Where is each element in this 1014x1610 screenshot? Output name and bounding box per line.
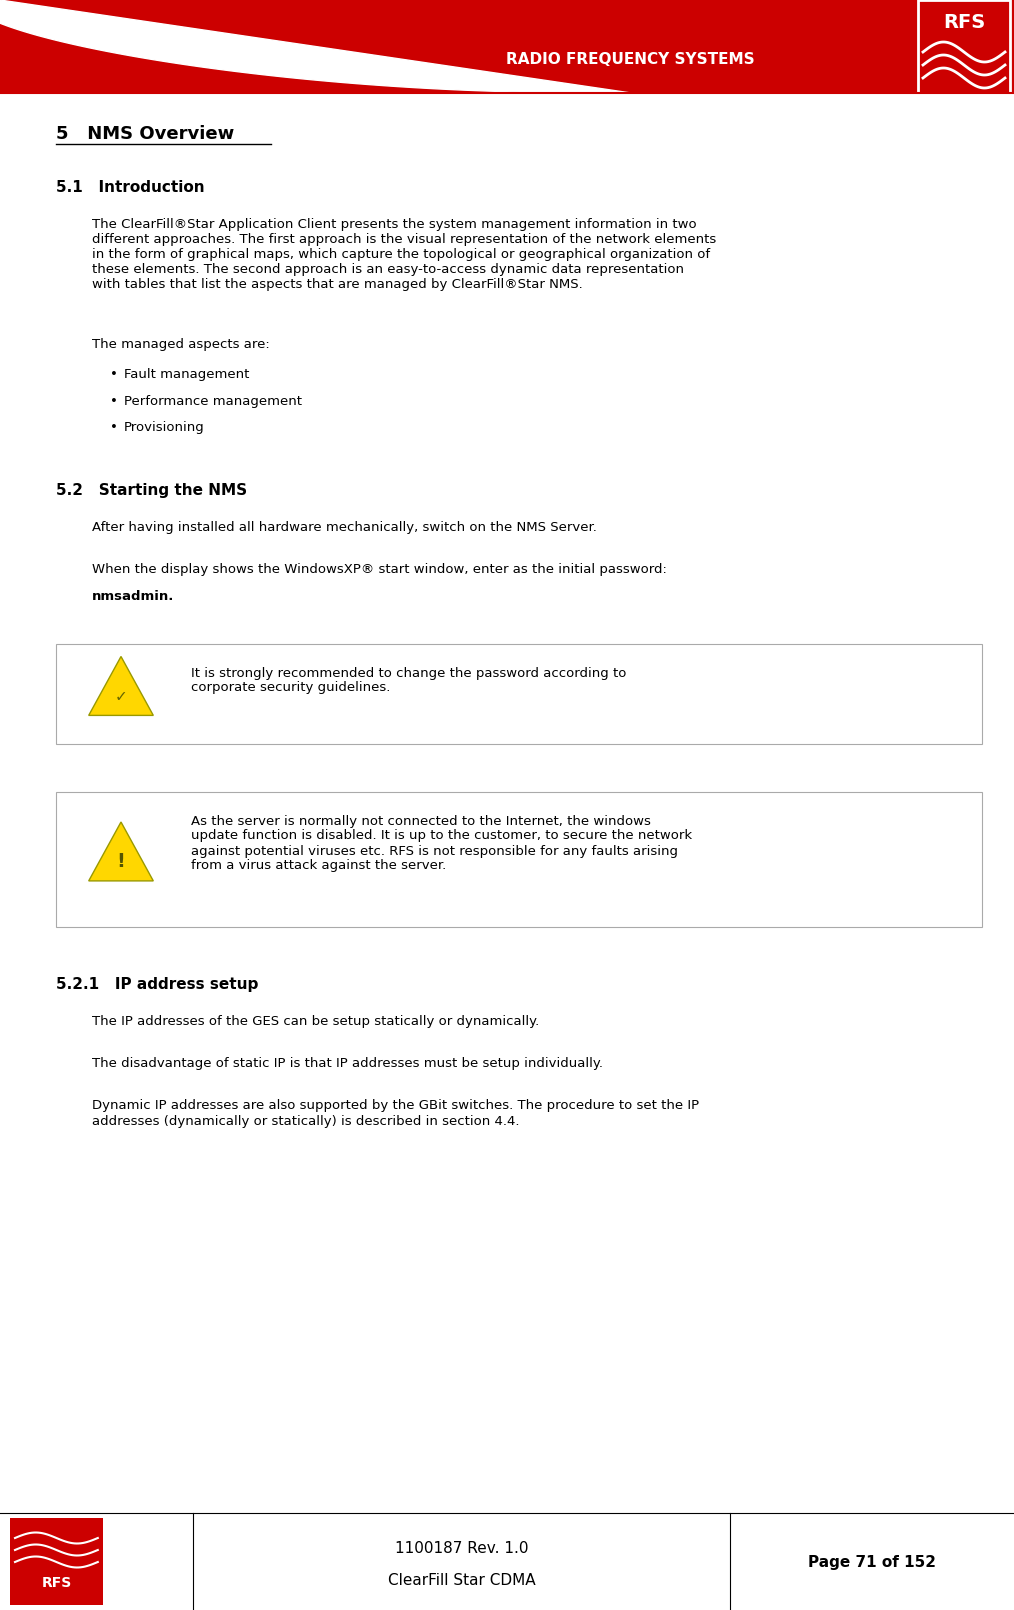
Text: 5.1   Introduction: 5.1 Introduction [56,180,205,195]
Text: Fault management: Fault management [124,369,249,382]
Text: nmsadmin.: nmsadmin. [92,589,174,602]
Polygon shape [0,0,630,93]
Text: ClearFill Star CDMA: ClearFill Star CDMA [387,1573,535,1587]
Text: Dynamic IP addresses are also supported by the GBit switches. The procedure to s: Dynamic IP addresses are also supported … [92,1100,699,1127]
Text: RFS: RFS [943,13,986,32]
Text: The ClearFill®Star Application Client presents the system management information: The ClearFill®Star Application Client pr… [92,217,716,291]
Text: 1100187 Rev. 1.0: 1100187 Rev. 1.0 [394,1541,528,1555]
Bar [56,792,982,927]
Text: RFS: RFS [42,1576,72,1591]
Text: As the server is normally not connected to the Internet, the windows
update func: As the server is normally not connected … [191,815,693,873]
Text: •: • [110,369,118,382]
Text: 5.2   Starting the NMS: 5.2 Starting the NMS [56,483,247,497]
Bar [10,1518,102,1605]
Text: •: • [110,394,118,407]
Bar [918,0,1010,93]
Text: 5   NMS Overview: 5 NMS Overview [56,126,234,143]
Text: The managed aspects are:: The managed aspects are: [92,338,270,351]
Polygon shape [88,823,153,881]
Text: •: • [110,420,118,435]
Text: After having installed all hardware mechanically, switch on the NMS Server.: After having installed all hardware mech… [92,520,597,533]
Text: The IP addresses of the GES can be setup statically or dynamically.: The IP addresses of the GES can be setup… [92,1016,539,1029]
Text: Page 71 of 152: Page 71 of 152 [808,1555,936,1570]
Text: RADIO FREQUENCY SYSTEMS: RADIO FREQUENCY SYSTEMS [506,53,754,68]
Polygon shape [88,657,153,715]
Text: The disadvantage of static IP is that IP addresses must be setup individually.: The disadvantage of static IP is that IP… [92,1058,603,1071]
Text: 5.2.1   IP address setup: 5.2.1 IP address setup [56,977,259,992]
Text: Performance management: Performance management [124,394,302,407]
Text: When the display shows the WindowsXP® start window, enter as the initial passwor: When the display shows the WindowsXP® st… [92,562,667,575]
Text: !: ! [117,852,126,871]
Bar [56,644,982,744]
Text: ✓: ✓ [115,689,128,704]
Bar [0,0,1014,93]
Text: It is strongly recommended to change the password according to
corporate securit: It is strongly recommended to change the… [191,667,627,694]
Text: Provisioning: Provisioning [124,420,205,435]
